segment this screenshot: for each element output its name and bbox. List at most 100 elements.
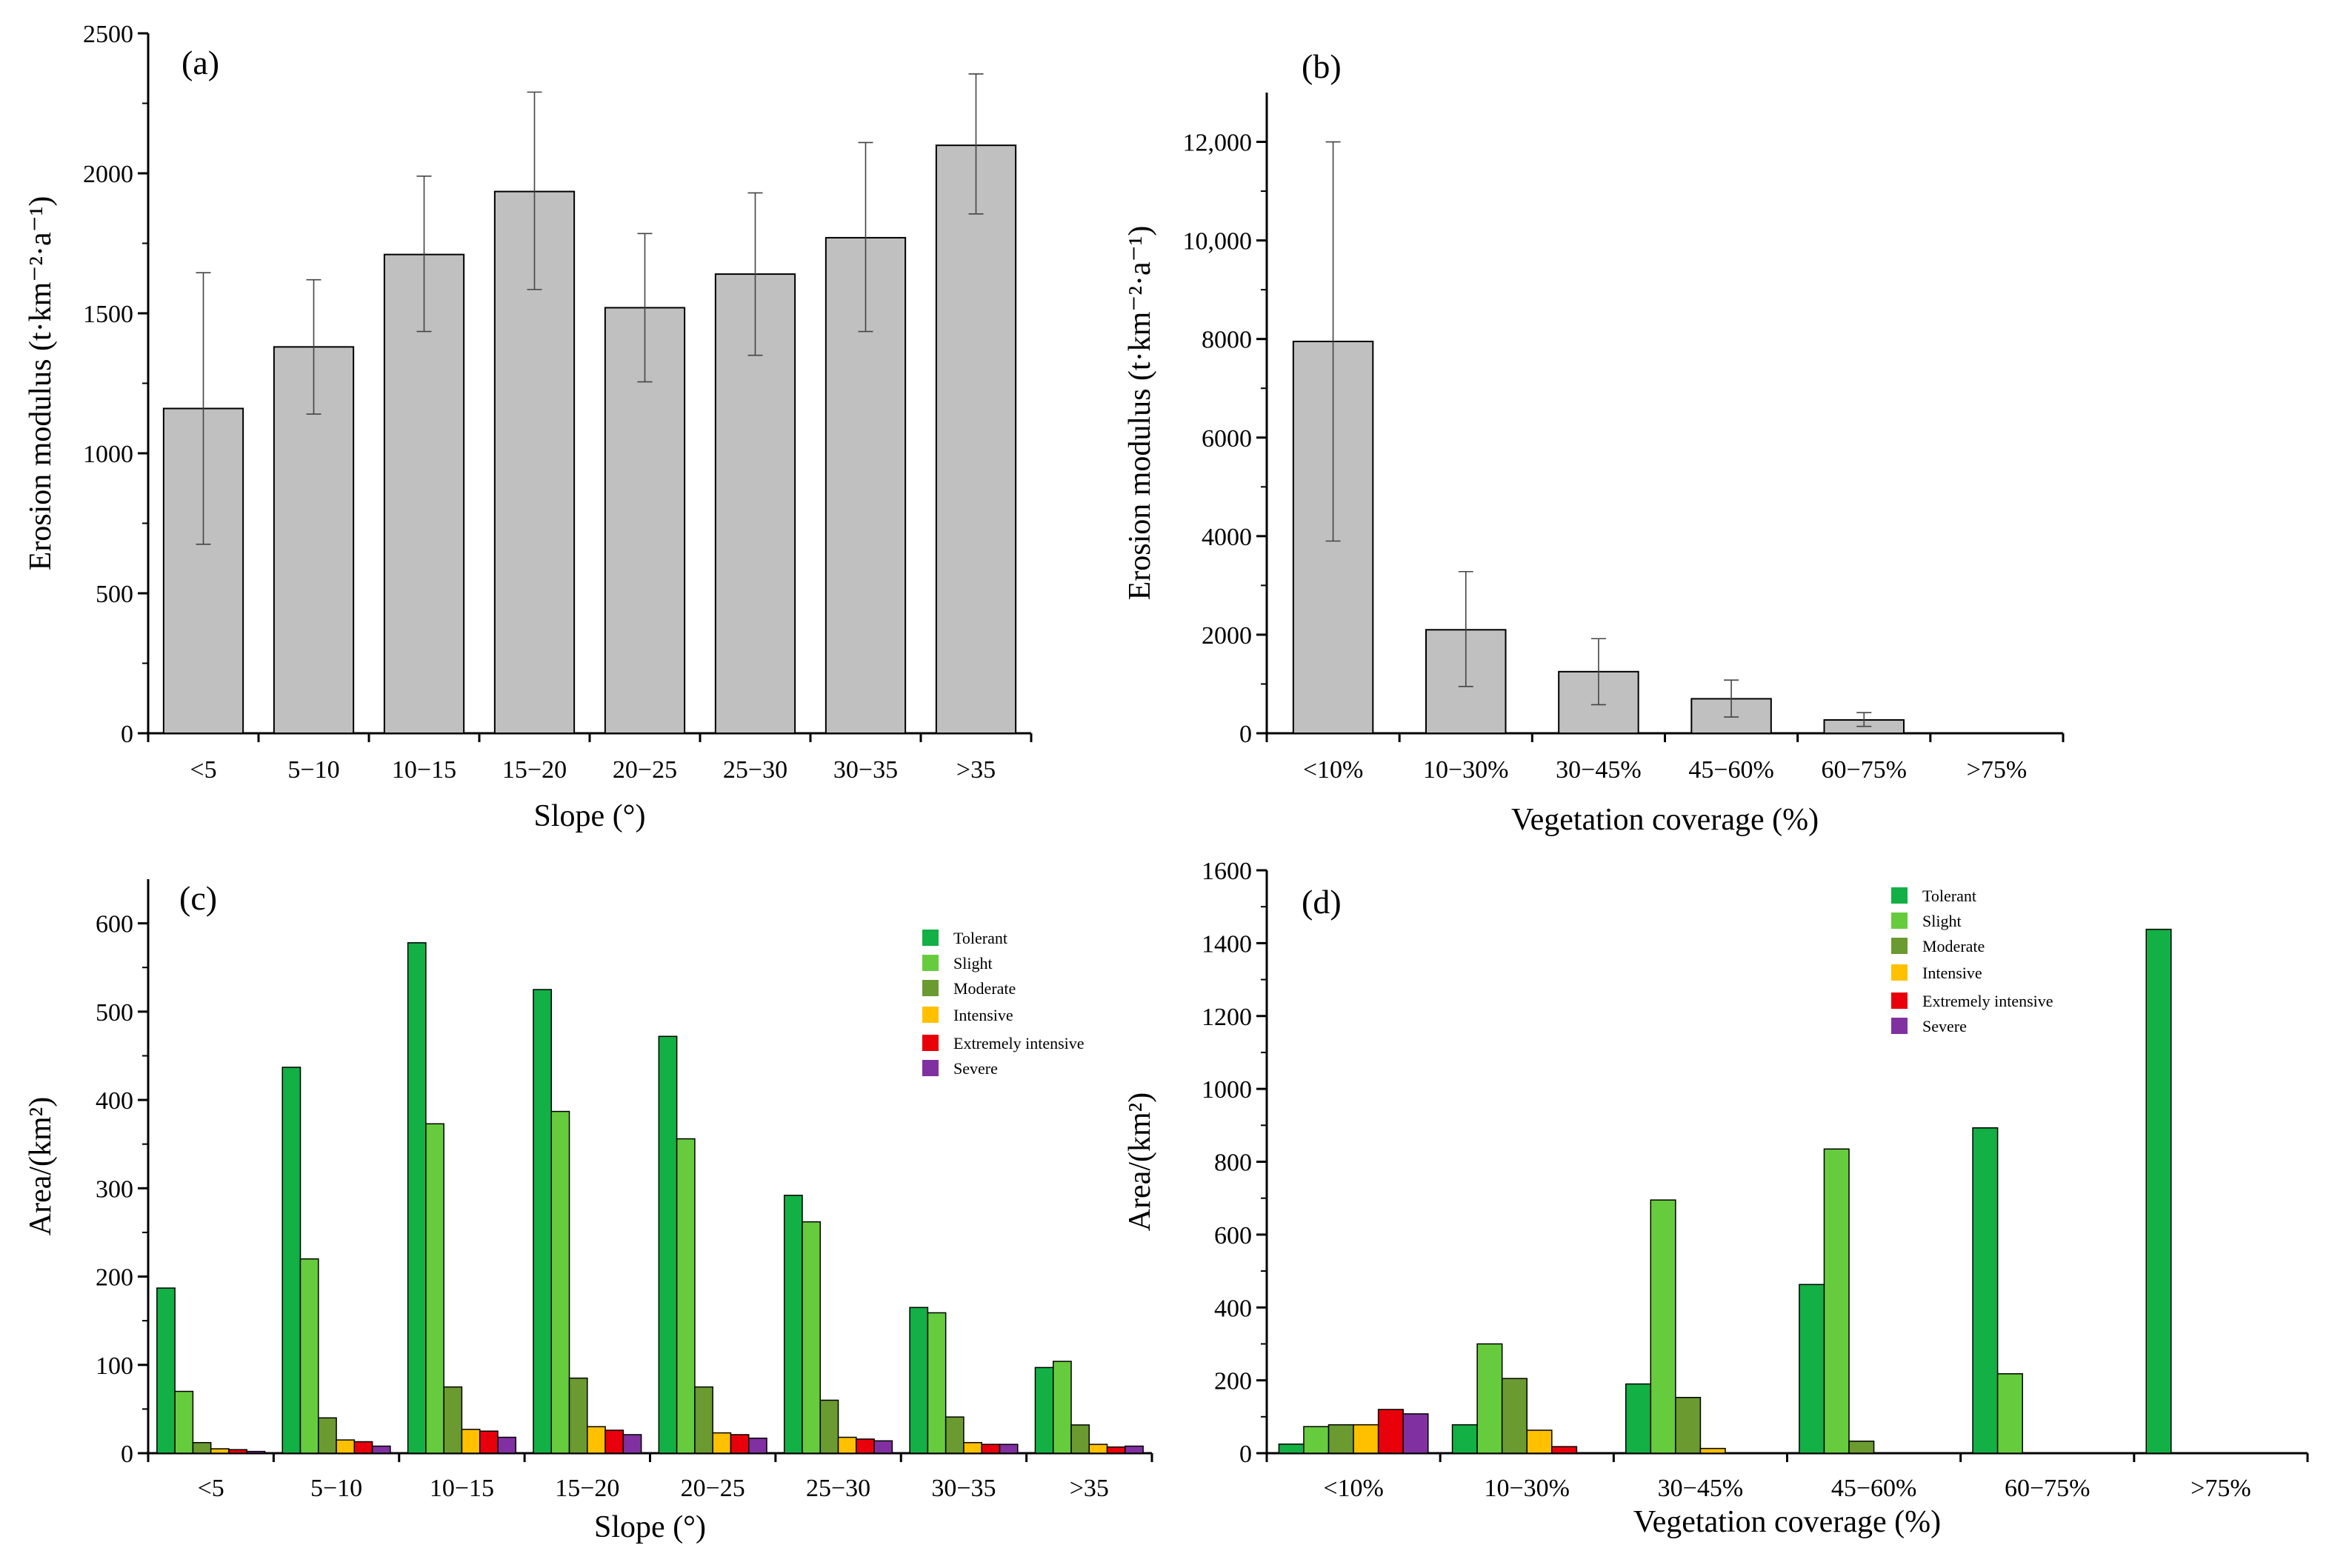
bar-moderate xyxy=(1675,1396,1702,1454)
bar-extremely-intensive xyxy=(353,1441,373,1454)
bar-slight xyxy=(1823,1148,1850,1454)
bar-severe xyxy=(1125,1445,1144,1454)
y-tick-label: 200 xyxy=(96,1264,133,1292)
bar-severe xyxy=(371,1445,391,1454)
panel-label: (b) xyxy=(1302,47,1342,85)
legend-label: Intensive xyxy=(953,1006,1013,1024)
x-axis-label: Slope (°) xyxy=(534,799,646,833)
x-tick-label: 25−30 xyxy=(806,1475,870,1502)
legend-swatch xyxy=(922,955,939,971)
legend-swatch xyxy=(1891,964,1908,981)
bar-tolerant xyxy=(909,1307,929,1454)
bar xyxy=(935,144,1017,734)
y-tick-label: 2000 xyxy=(1202,622,1252,650)
panel-c: 0 100 200 300 400 500 600 <5 5−10 10−15 15−20 20−25… xyxy=(24,879,1153,1544)
x-tick-label: 45−60% xyxy=(1688,756,1774,784)
x-axis-label: Vegetation coverage (%) xyxy=(1511,803,1819,837)
x-tick-label: >75% xyxy=(1967,756,2028,784)
bar-extremely-intensive xyxy=(1377,1409,1404,1454)
bar-slight xyxy=(927,1312,947,1454)
x-tick-label: 30−35 xyxy=(931,1475,996,1502)
y-tick-label: 8000 xyxy=(1202,327,1252,354)
bar-tolerant xyxy=(407,942,427,1454)
bar-tolerant xyxy=(1451,1424,1478,1454)
legend-label: Slight xyxy=(1922,912,1962,930)
x-tick-label: <10% xyxy=(1303,756,1364,784)
bar-slight xyxy=(1996,1373,2023,1454)
y-axis-label: Area/(km²) xyxy=(1123,1092,1157,1232)
legend-label: Moderate xyxy=(1922,937,1985,955)
panel-b: 0 2000 4000 6000 8000 10,000 12,000 <10% 10−30% 3… xyxy=(1123,47,2065,837)
bar-extremely-intensive xyxy=(730,1434,750,1454)
x-tick-label: 10−15 xyxy=(430,1475,494,1502)
y-tick-label: 1600 xyxy=(1202,858,1252,885)
legend-swatch xyxy=(1891,938,1908,954)
bar-intensive xyxy=(1353,1424,1379,1454)
x-tick-label: >75% xyxy=(2191,1475,2251,1502)
y-tick-label: 0 xyxy=(1239,1441,1252,1468)
x-tick-label: 45−60% xyxy=(1831,1475,1917,1502)
y-tick-label: 500 xyxy=(96,999,133,1027)
bar-intensive xyxy=(210,1448,230,1454)
y-tick-label: 0 xyxy=(1239,721,1252,748)
bar-extremely-intensive xyxy=(604,1429,624,1454)
legend-swatch xyxy=(1891,887,1908,904)
y-tick-label: 1200 xyxy=(1202,1004,1252,1031)
bar-intensive xyxy=(837,1436,857,1454)
y-tick-label: 6000 xyxy=(1202,425,1252,453)
x-tick-label: 30−45% xyxy=(1658,1475,1744,1502)
y-tick-label: 800 xyxy=(1214,1150,1252,1177)
x-tick-label: 5−10 xyxy=(310,1475,362,1502)
legend-label: Slight xyxy=(953,954,993,973)
bar-severe xyxy=(999,1444,1019,1454)
y-tick-label: 400 xyxy=(96,1087,133,1115)
legend-label: Tolerant xyxy=(953,929,1007,947)
bar-slight xyxy=(299,1258,319,1454)
bar-moderate xyxy=(694,1386,713,1454)
bar-slight xyxy=(1053,1361,1072,1454)
y-tick-label: 2000 xyxy=(83,161,133,188)
bar-moderate xyxy=(192,1441,212,1454)
x-tick-label: <10% xyxy=(1323,1475,1384,1502)
bar-extremely-intensive xyxy=(1551,1446,1578,1454)
y-tick-label: 10,000 xyxy=(1183,228,1253,256)
panel-label: (d) xyxy=(1302,883,1342,921)
y-tick-label: 300 xyxy=(96,1175,133,1203)
x-tick-label: >35 xyxy=(1070,1475,1109,1502)
bar-moderate xyxy=(568,1377,588,1454)
bar-extremely-intensive xyxy=(981,1444,1001,1454)
x-tick-label: 10−30% xyxy=(1423,756,1509,784)
y-tick-label: 200 xyxy=(1214,1368,1252,1395)
y-axis-label: Erosion modulus (t·km⁻²·a⁻¹) xyxy=(24,196,58,571)
bar-moderate xyxy=(1848,1441,1875,1454)
x-tick-label: 30−45% xyxy=(1556,756,1642,784)
legend-label: Extremely intensive xyxy=(1922,992,2053,1010)
bar-slight xyxy=(676,1138,696,1454)
y-axis-label: Erosion modulus (t·km⁻²·a⁻¹) xyxy=(1123,226,1157,601)
y-tick-label: 600 xyxy=(96,911,133,938)
x-tick-label: 20−25 xyxy=(681,1475,745,1502)
legend-label: Tolerant xyxy=(1922,887,1976,905)
x-axis-label: Slope (°) xyxy=(594,1510,706,1544)
bar-severe xyxy=(622,1434,642,1454)
legend-swatch xyxy=(1891,913,1908,929)
bar-severe xyxy=(1402,1413,1429,1454)
x-tick-label: 20−25 xyxy=(613,756,677,784)
x-axis-label: Vegetation coverage (%) xyxy=(1633,1505,1941,1539)
bar-moderate xyxy=(819,1399,839,1454)
bar-slight xyxy=(550,1110,570,1454)
bar-tolerant xyxy=(156,1287,176,1454)
bar-slight xyxy=(1650,1199,1676,1454)
legend: Tolerant Slight Moderate Intensive Extremely… xyxy=(922,929,1085,1078)
bar-tolerant xyxy=(783,1195,803,1454)
x-tick-label: <5 xyxy=(198,1475,224,1502)
bar-moderate xyxy=(443,1386,463,1454)
bar-moderate xyxy=(1327,1424,1354,1454)
panel-a: 0 500 1000 1500 2000 2500 <5 5−10 10−15 15−20 20−2… xyxy=(24,21,1033,833)
bar-tolerant xyxy=(281,1067,302,1454)
panel-label: (c) xyxy=(179,879,217,917)
y-tick-label: 4000 xyxy=(1202,524,1252,551)
legend-swatch xyxy=(922,980,939,996)
bar-severe xyxy=(747,1437,767,1454)
